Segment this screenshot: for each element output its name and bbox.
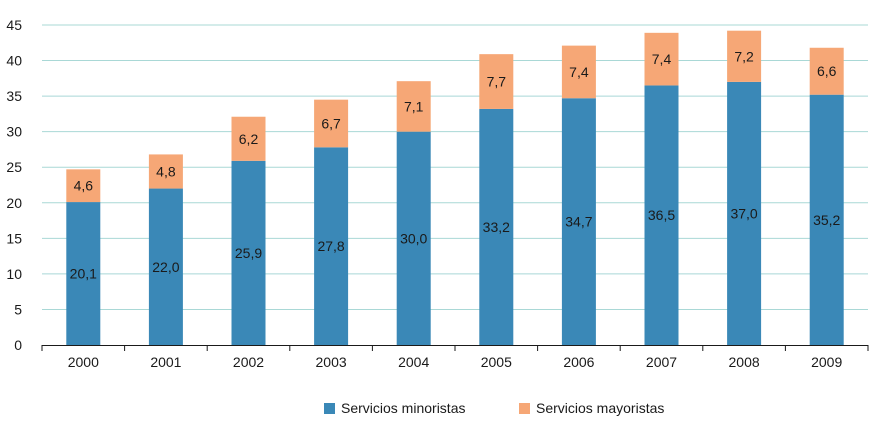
data-label: 35,2 <box>813 212 840 228</box>
data-label: 25,9 <box>235 245 262 261</box>
y-tick-label: 30 <box>6 124 22 140</box>
bar-segment <box>479 108 514 346</box>
legend: Servicios minoristas Servicios mayoristas <box>324 400 664 416</box>
data-label: 27,8 <box>317 238 344 254</box>
x-tick-label: 2000 <box>68 354 99 370</box>
x-tick-label: 2009 <box>811 354 842 370</box>
y-tick-label: 35 <box>6 88 22 104</box>
bar-segment <box>809 47 844 95</box>
bar-segment <box>66 202 101 345</box>
y-tick-label: 40 <box>6 53 22 69</box>
bars: 20,1 4,6 22,0 4,8 25,9 6,2 27,8 6,7 30,0 7,1 33,2 7… <box>66 30 844 346</box>
bar-segment <box>231 160 266 345</box>
data-label: 7,4 <box>652 51 672 67</box>
y-tick-label: 15 <box>6 230 22 246</box>
y-tick-label: 10 <box>6 266 22 282</box>
bar-segment <box>66 169 101 203</box>
bar-segment <box>396 131 431 345</box>
bar-segment <box>396 81 431 132</box>
data-label: 6,6 <box>817 63 837 79</box>
data-label: 20,1 <box>70 266 97 282</box>
legend-swatch <box>519 403 530 414</box>
x-tick-label: 2002 <box>233 354 264 370</box>
legend-label: Servicios minoristas <box>341 400 465 416</box>
legend-label: Servicios mayoristas <box>536 400 664 416</box>
bar-segment <box>314 99 349 148</box>
y-tick-label: 25 <box>6 159 22 175</box>
data-label: 36,5 <box>648 207 675 223</box>
data-label: 7,4 <box>569 64 589 80</box>
x-tick-label: 2004 <box>398 354 429 370</box>
data-label: 6,2 <box>239 131 259 147</box>
data-label: 4,6 <box>74 178 94 194</box>
data-label: 34,7 <box>565 214 592 230</box>
data-label: 6,7 <box>321 115 341 131</box>
bar-segment <box>561 98 596 345</box>
x-axis: 2000 2001 2002 2003 2004 2005 2006 2007 2008 2009 <box>41 345 869 370</box>
bar-segment <box>314 147 349 345</box>
bar-segment <box>148 188 183 345</box>
bar-segment <box>479 54 514 109</box>
bar-segment <box>644 85 679 345</box>
y-tick-label: 5 <box>14 301 22 317</box>
data-label: 4,8 <box>156 163 176 179</box>
data-label: 7,7 <box>487 74 507 90</box>
y-tick-label: 45 <box>6 17 22 33</box>
data-label: 30,0 <box>400 230 427 246</box>
bar-segment <box>809 94 844 345</box>
x-tick-label: 2008 <box>729 354 760 370</box>
x-tick-label: 2005 <box>481 354 512 370</box>
bar-segment <box>561 45 596 99</box>
y-axis: 0 5 10 15 20 25 30 35 40 45 <box>6 17 22 353</box>
data-label: 7,1 <box>404 98 424 114</box>
x-tick-label: 2003 <box>316 354 347 370</box>
bar-segment <box>231 116 266 161</box>
x-tick-label: 2006 <box>563 354 594 370</box>
data-label: 22,0 <box>152 259 179 275</box>
x-tick-label: 2001 <box>150 354 181 370</box>
y-tick-label: 20 <box>6 195 22 211</box>
bar-segment <box>148 154 183 189</box>
data-label: 7,2 <box>734 48 754 64</box>
legend-swatch <box>324 403 335 414</box>
data-label: 37,0 <box>730 205 757 221</box>
data-label: 33,2 <box>483 219 510 235</box>
x-tick-label: 2007 <box>646 354 677 370</box>
y-tick-label: 0 <box>14 337 22 353</box>
bar-segment <box>727 81 762 345</box>
bar-segment <box>727 30 762 82</box>
bar-segment <box>644 32 679 86</box>
